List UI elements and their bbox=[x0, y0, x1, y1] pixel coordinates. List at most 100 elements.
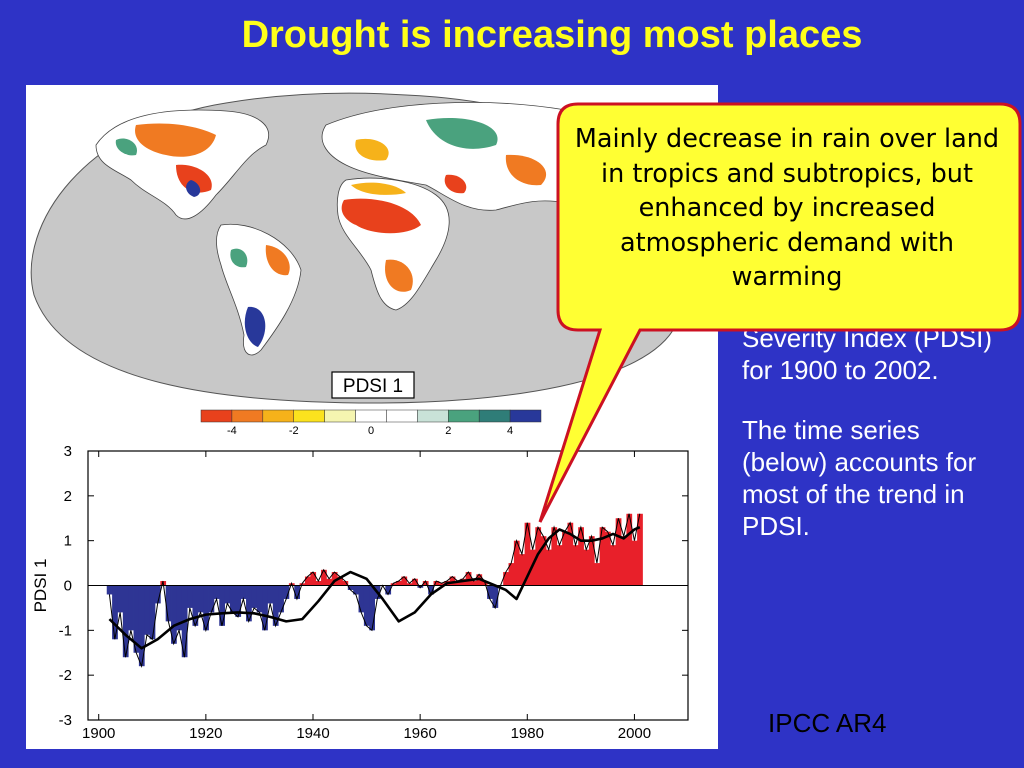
pdsi-bar bbox=[262, 585, 268, 631]
pdsi-bar bbox=[203, 585, 209, 631]
pdsi-bar bbox=[353, 585, 359, 595]
pdsi-bar bbox=[267, 585, 274, 604]
colorbar-segment bbox=[293, 409, 325, 423]
pdsi-bar bbox=[278, 585, 284, 613]
pdsi-bar bbox=[154, 585, 161, 604]
x-tick-label: 1920 bbox=[189, 725, 222, 742]
pdsi-bar bbox=[256, 585, 263, 613]
pdsi-bar bbox=[610, 545, 617, 586]
pdsi-bar bbox=[465, 572, 472, 586]
pdsi-bar bbox=[304, 576, 311, 586]
pdsi-bar bbox=[112, 585, 118, 640]
pdsi-bar bbox=[556, 545, 563, 586]
x-tick-label: 2000 bbox=[618, 725, 651, 742]
pdsi-bar bbox=[240, 585, 247, 599]
colorbar-tick-label: 2 bbox=[445, 425, 451, 437]
side-text-2: The time series (below) accounts for mos… bbox=[742, 415, 977, 541]
pdsi-bar bbox=[138, 585, 145, 667]
pdsi-bar bbox=[594, 563, 601, 586]
pdsi-bar bbox=[208, 585, 215, 613]
callout-text: Mainly decrease in rain over land in tro… bbox=[574, 124, 1000, 292]
y-axis-label: PDSI 1 bbox=[31, 559, 50, 613]
pdsi-bar bbox=[192, 585, 199, 626]
pdsi-bar bbox=[615, 518, 622, 586]
pdsi-bar bbox=[149, 585, 156, 640]
side-text-1: Severity Index (PDSI) for 1900 to 2002. bbox=[742, 323, 992, 385]
pdsi-bar bbox=[331, 572, 338, 586]
pdsi-bar bbox=[224, 585, 231, 604]
pdsi-bar bbox=[471, 581, 477, 586]
pdsi-bar bbox=[433, 581, 440, 586]
pdsi-bar bbox=[396, 581, 402, 586]
pdsi-bar bbox=[438, 583, 445, 586]
pdsi-bar bbox=[342, 581, 349, 586]
pdsi-bar bbox=[428, 585, 434, 595]
pdsi-bar bbox=[219, 585, 226, 626]
colorbar-segment bbox=[478, 409, 511, 423]
colorbar-tick-label: -4 bbox=[227, 425, 237, 437]
pdsi-bar bbox=[358, 585, 365, 613]
pdsi-bar bbox=[546, 549, 552, 586]
pdsi-bar bbox=[117, 585, 124, 613]
pdsi-bar bbox=[363, 585, 370, 626]
pdsi-bar bbox=[251, 585, 258, 608]
pdsi-bar bbox=[599, 527, 606, 586]
pdsi-bar bbox=[626, 513, 633, 586]
pdsi-bar bbox=[315, 581, 322, 586]
pdsi-bar bbox=[406, 583, 413, 586]
pdsi-bar bbox=[144, 585, 151, 635]
pdsi-bar bbox=[492, 585, 499, 608]
colorbar-segment bbox=[324, 409, 356, 423]
pdsi-bar bbox=[171, 585, 177, 644]
pdsi-bar bbox=[213, 585, 220, 599]
pdsi-bar bbox=[604, 531, 611, 586]
pdsi-bar bbox=[540, 536, 547, 586]
y-tick-label: 0 bbox=[64, 578, 72, 595]
y-tick-label: 3 bbox=[64, 443, 72, 460]
pdsi-bar bbox=[283, 585, 290, 599]
pdsi-bar bbox=[246, 585, 252, 622]
pdsi-bar bbox=[390, 583, 397, 586]
colorbar-segment bbox=[355, 409, 387, 423]
pdsi-bar bbox=[524, 522, 531, 586]
colorbar-segment bbox=[200, 409, 233, 423]
pdsi-bar bbox=[621, 536, 627, 586]
pdsi-bar bbox=[187, 585, 193, 608]
pdsi-bar bbox=[122, 585, 129, 658]
y-tick-label: 1 bbox=[64, 533, 72, 550]
x-tick-label: 1940 bbox=[296, 725, 329, 742]
pdsi-bar bbox=[454, 581, 461, 586]
y-tick-label: -1 bbox=[59, 622, 72, 639]
x-tick-label: 1900 bbox=[82, 725, 115, 742]
colorbar-segment bbox=[262, 409, 294, 423]
map-label-box bbox=[331, 371, 415, 399]
x-tick-label: 1960 bbox=[403, 725, 436, 742]
pdsi-bar bbox=[347, 585, 354, 590]
pdsi-bar bbox=[337, 576, 343, 586]
slide-title: Drought is increasing most places bbox=[241, 14, 863, 56]
pdsi-bar bbox=[235, 585, 242, 617]
pdsi-bar bbox=[229, 585, 236, 613]
pdsi-bar bbox=[133, 585, 140, 653]
map-colorbar: -4 -2 0 2 4 bbox=[200, 409, 542, 437]
colorbar-segment bbox=[231, 409, 264, 423]
pdsi-bar bbox=[165, 585, 172, 622]
colorbar-segment bbox=[509, 409, 542, 423]
pdsi-bar bbox=[417, 585, 424, 588]
y-tick-label: -3 bbox=[59, 712, 72, 729]
pdsi-bar bbox=[562, 531, 568, 586]
y-tick-label: -2 bbox=[59, 667, 72, 684]
pdsi-bar bbox=[567, 522, 574, 586]
pdsi-bar bbox=[551, 527, 558, 586]
pdsi-bar bbox=[299, 583, 306, 586]
pdsi-bar bbox=[176, 585, 183, 631]
x-tick-label: 1980 bbox=[511, 725, 544, 742]
pdsi-bar bbox=[321, 569, 327, 586]
pdsi-bar bbox=[369, 585, 376, 631]
pdsi-bar bbox=[294, 585, 301, 599]
pdsi-bar bbox=[578, 527, 584, 586]
pdsi-bar bbox=[310, 572, 317, 586]
colorbar-segment bbox=[448, 409, 480, 423]
pdsi-bar bbox=[487, 585, 493, 599]
pdsi-bar bbox=[513, 540, 520, 586]
